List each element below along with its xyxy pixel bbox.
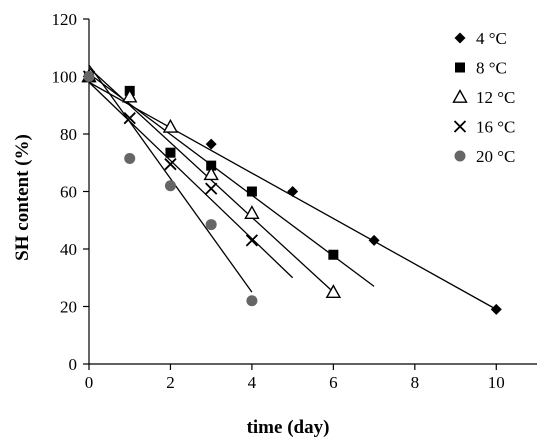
legend-marker-series-3 [453,120,467,133]
trend-line-series-4 [88,64,253,293]
y-tick-label: 20 [60,298,77,317]
data-point-series-3 [164,158,177,171]
trend-line-series-1 [88,73,375,287]
data-point-series-1 [206,160,217,171]
legend-label-series-4: 20 °C [476,147,515,166]
legend-label-series-0: 4 °C [476,29,507,48]
x-tick-label: 0 [85,373,94,392]
x-tick-label: 4 [248,373,257,392]
data-point-series-3 [245,234,259,247]
data-point-series-0 [205,138,217,150]
legend-label-series-2: 12 °C [476,88,515,107]
data-point-series-3 [205,182,218,195]
data-point-series-1 [165,147,176,158]
data-point-series-4 [205,219,217,231]
y-tick-label: 0 [69,355,78,374]
x-axis-title: time (day) [247,417,330,438]
legend-label-series-1: 8 °C [476,59,507,78]
legend-marker-series-2 [452,89,468,103]
axes: 0 20 40 60 80 100 120 0 2 4 6 8 10 [52,10,537,392]
y-tick-label: 120 [52,10,78,29]
y-tick-label: 60 [60,183,77,202]
data-point-series-0 [368,234,380,246]
trend-line-series-3 [88,81,294,279]
y-tick-label: 40 [60,240,77,259]
data-point-series-0 [490,303,502,315]
legend-marker-series-0 [454,32,466,44]
data-point-series-2 [162,118,179,133]
y-tick-label: 80 [60,125,77,144]
data-point-series-4 [83,71,95,82]
data-point-series-4 [246,295,258,307]
data-points [81,68,502,315]
x-tick-label: 10 [488,373,505,392]
data-point-series-4 [124,152,136,164]
legend-label-series-3: 16 °C [476,118,515,137]
legend: 4 °C 8 °C 12 °C 16 °C 20 °C [452,29,515,166]
legend-marker-series-1 [455,62,465,73]
data-point-series-2 [203,166,219,181]
y-tick-label: 100 [52,68,78,87]
data-point-series-2 [325,284,342,299]
x-tick-label: 8 [411,373,420,392]
y-axis-title: SH content (%) [12,134,33,261]
data-point-series-1 [246,186,257,197]
data-point-series-4 [164,180,176,192]
data-point-series-0 [287,186,299,197]
x-tick-label: 6 [329,373,338,392]
data-point-series-3 [123,112,136,125]
data-point-series-1 [328,249,339,260]
legend-marker-series-4 [454,150,466,162]
x-tick-label: 2 [166,373,175,392]
data-point-series-2 [122,88,138,103]
data-point-series-2 [244,205,260,219]
